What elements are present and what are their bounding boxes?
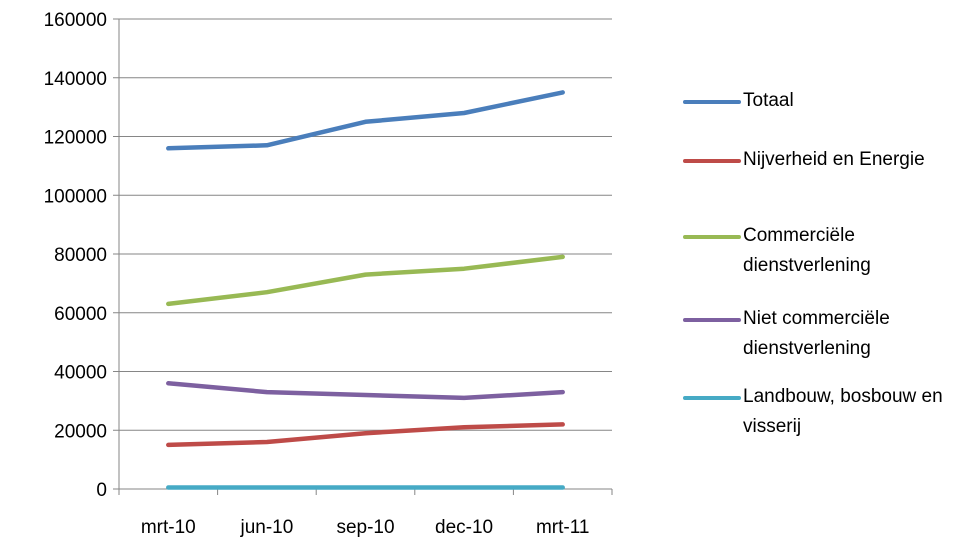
x-tick-label: mrt-11 — [536, 517, 589, 538]
y-tick-label: 80000 — [54, 245, 107, 266]
y-tick-labels: 0 20000 40000 60000 80000 100000 120000 140000 1… — [44, 10, 107, 501]
series-line — [166, 90, 565, 151]
legend-label: Totaal — [743, 90, 794, 111]
y-tick-label: 0 — [96, 480, 107, 501]
x-tick-label: dec-10 — [435, 517, 493, 538]
series-lines — [166, 90, 565, 490]
series-line — [166, 254, 565, 307]
y-tick-label: 40000 — [54, 363, 107, 384]
y-tick-label: 60000 — [54, 304, 107, 325]
series-line — [166, 381, 565, 401]
legend-swatch — [683, 235, 741, 239]
series-line — [166, 422, 565, 448]
legend-label: Commerciële dienstverlening — [743, 225, 871, 276]
legend-swatch — [683, 318, 741, 322]
legend-swatch — [683, 159, 741, 163]
y-tick-label: 120000 — [44, 128, 107, 149]
legend: Totaal Nijverheid en Energie Commerciële… — [683, 0, 973, 544]
x-tick-labels: mrt-10 jun-10 sep-10 dec-10 mrt-11 — [141, 517, 590, 538]
legend-swatch — [683, 396, 741, 400]
legend-item-landbouw: Landbouw, bosbouw en visserij — [683, 384, 973, 442]
y-tick-label: 100000 — [44, 186, 107, 207]
x-tick-label: jun-10 — [239, 517, 293, 538]
legend-item-commerciele: Commerciële dienstverlening — [683, 223, 973, 281]
legend-item-niet-commerciele: Niet commerciële dienstverlening — [683, 306, 973, 364]
legend-item-nijverheid: Nijverheid en Energie — [683, 147, 973, 175]
y-tick-label: 20000 — [54, 421, 107, 442]
grid-lines — [119, 18, 612, 431]
legend-label: Niet commerciële dienstverlening — [743, 308, 890, 359]
y-tick-label: 140000 — [44, 69, 107, 90]
x-tick-label: sep-10 — [336, 517, 394, 538]
y-tick-label: 160000 — [44, 10, 107, 31]
x-tick-label: mrt-10 — [141, 517, 196, 538]
legend-label: Nijverheid en Energie — [743, 149, 925, 170]
legend-label: Landbouw, bosbouw en visserij — [743, 386, 943, 437]
legend-swatch — [683, 100, 741, 104]
legend-item-totaal: Totaal — [683, 88, 973, 116]
